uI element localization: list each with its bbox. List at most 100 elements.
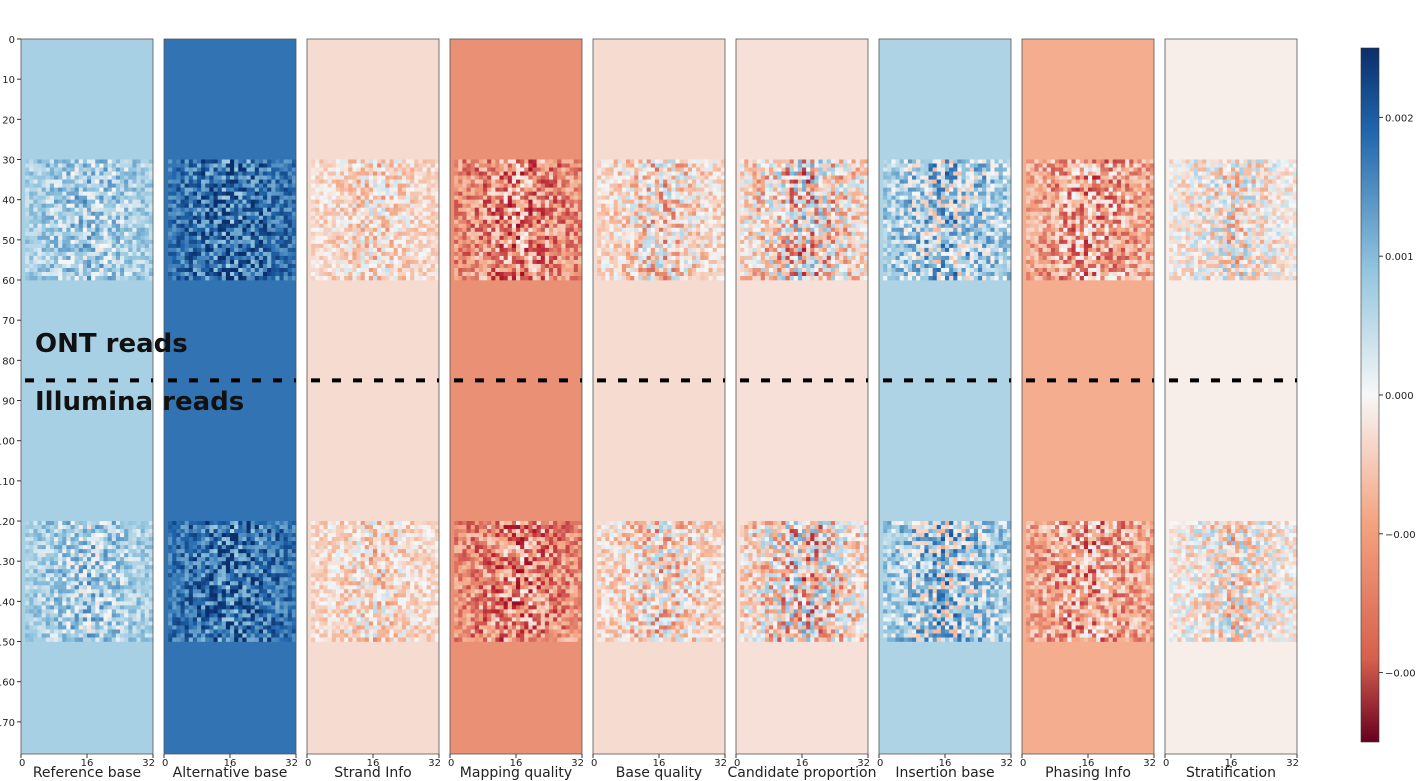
heatmap-cell	[225, 223, 231, 229]
heatmap-cell	[418, 537, 423, 542]
heatmap-cell	[70, 525, 75, 530]
heatmap-cell	[360, 215, 366, 221]
heatmap-cell	[33, 545, 38, 550]
heatmap-cell	[348, 549, 353, 554]
heatmap-cell	[70, 247, 75, 253]
heatmap-cell	[368, 275, 374, 281]
heatmap-cell	[414, 537, 419, 542]
heatmap-cell	[213, 541, 218, 546]
heatmap-cell	[103, 187, 108, 192]
heatmap-cell	[327, 219, 333, 225]
heatmap-cell	[385, 207, 390, 213]
heatmap-cell	[180, 629, 185, 634]
heatmap-cell	[95, 601, 100, 606]
heatmap-cell	[230, 179, 235, 184]
heatmap-cell	[275, 187, 280, 192]
heatmap-cell	[238, 231, 243, 237]
heatmap-cell	[209, 247, 214, 253]
heatmap-cell	[377, 537, 382, 542]
heatmap-cell	[192, 223, 198, 229]
heatmap-cell	[418, 263, 423, 269]
heatmap-cell	[368, 255, 374, 261]
heatmap-cell	[45, 585, 51, 590]
heatmap-cell	[29, 617, 34, 622]
heatmap-cell	[209, 537, 214, 542]
heatmap-cell	[426, 557, 432, 562]
heatmap-cell	[381, 183, 386, 188]
heatmap-cell	[287, 593, 293, 598]
heatmap-cell	[397, 195, 403, 200]
heatmap-cell	[74, 267, 80, 273]
heatmap-cell	[87, 601, 92, 606]
heatmap-cell	[401, 187, 407, 192]
heatmap-cell	[397, 219, 403, 225]
heatmap-cell	[287, 187, 293, 192]
heatmap-cell	[225, 597, 231, 602]
heatmap-cell	[250, 251, 256, 257]
heatmap-cell	[205, 179, 210, 184]
heatmap-cell	[54, 163, 59, 168]
heatmap-cell	[41, 191, 47, 196]
heatmap-cell	[381, 231, 386, 237]
heatmap-cell	[356, 557, 361, 562]
heatmap-cell	[184, 239, 190, 245]
heatmap-cell	[401, 219, 407, 225]
x-tick-label: 0	[19, 758, 25, 769]
heatmap-cell	[33, 167, 38, 172]
heatmap-cell	[221, 597, 227, 602]
heatmap-cell	[124, 175, 129, 180]
heatmap-cell	[275, 601, 280, 606]
heatmap-cell	[29, 263, 34, 269]
heatmap-cell	[107, 203, 113, 209]
heatmap-cell	[205, 187, 210, 192]
heatmap-cell	[140, 239, 146, 245]
heatmap-cell	[217, 625, 223, 630]
heatmap-cell	[132, 207, 137, 213]
heatmap-cell	[29, 183, 34, 188]
heatmap-cell	[213, 521, 218, 526]
heatmap-cell	[426, 199, 432, 204]
heatmap-cell	[238, 605, 243, 610]
heatmap-cell	[279, 533, 284, 538]
heatmap-cell	[418, 275, 423, 281]
heatmap-cell	[275, 235, 280, 241]
heatmap-cell	[242, 171, 247, 176]
heatmap-cell	[221, 191, 227, 196]
heatmap-cell	[29, 255, 34, 261]
heatmap-cell	[414, 211, 419, 217]
heatmap-cell	[197, 211, 202, 217]
heatmap-cell	[230, 187, 235, 192]
heatmap-cell	[430, 239, 436, 245]
heatmap-cell	[41, 537, 47, 542]
heatmap-cell	[29, 187, 34, 192]
heatmap-cell	[275, 537, 280, 542]
heatmap-cell	[120, 617, 125, 622]
heatmap-cell	[120, 597, 125, 602]
heatmap-cell	[78, 621, 84, 626]
heatmap-cell	[414, 275, 419, 281]
heatmap-cell	[234, 585, 239, 590]
heatmap-cell	[238, 637, 243, 642]
heatmap-cell	[74, 163, 80, 168]
heatmap-cell	[41, 553, 47, 558]
heatmap-cell	[263, 163, 268, 168]
heatmap-cell	[140, 573, 146, 578]
heatmap-cell	[401, 211, 407, 217]
heatmap-cell	[263, 263, 268, 269]
heatmap-cell	[184, 183, 190, 188]
heatmap-cell	[319, 187, 324, 192]
heatmap-cell	[201, 569, 206, 574]
heatmap-cell	[340, 553, 345, 558]
heatmap-cell	[180, 573, 185, 578]
heatmap-cell	[348, 557, 353, 562]
heatmap-cell	[49, 191, 55, 196]
heatmap-cell	[348, 275, 353, 281]
heatmap-cell	[283, 585, 289, 590]
heatmap-cell	[323, 163, 328, 168]
heatmap-cell	[41, 597, 47, 602]
heatmap-cell	[250, 263, 256, 269]
heatmap-cell	[267, 191, 272, 196]
heatmap-cell	[107, 625, 113, 630]
heatmap-cell	[234, 271, 239, 277]
heatmap-cell	[352, 541, 357, 546]
